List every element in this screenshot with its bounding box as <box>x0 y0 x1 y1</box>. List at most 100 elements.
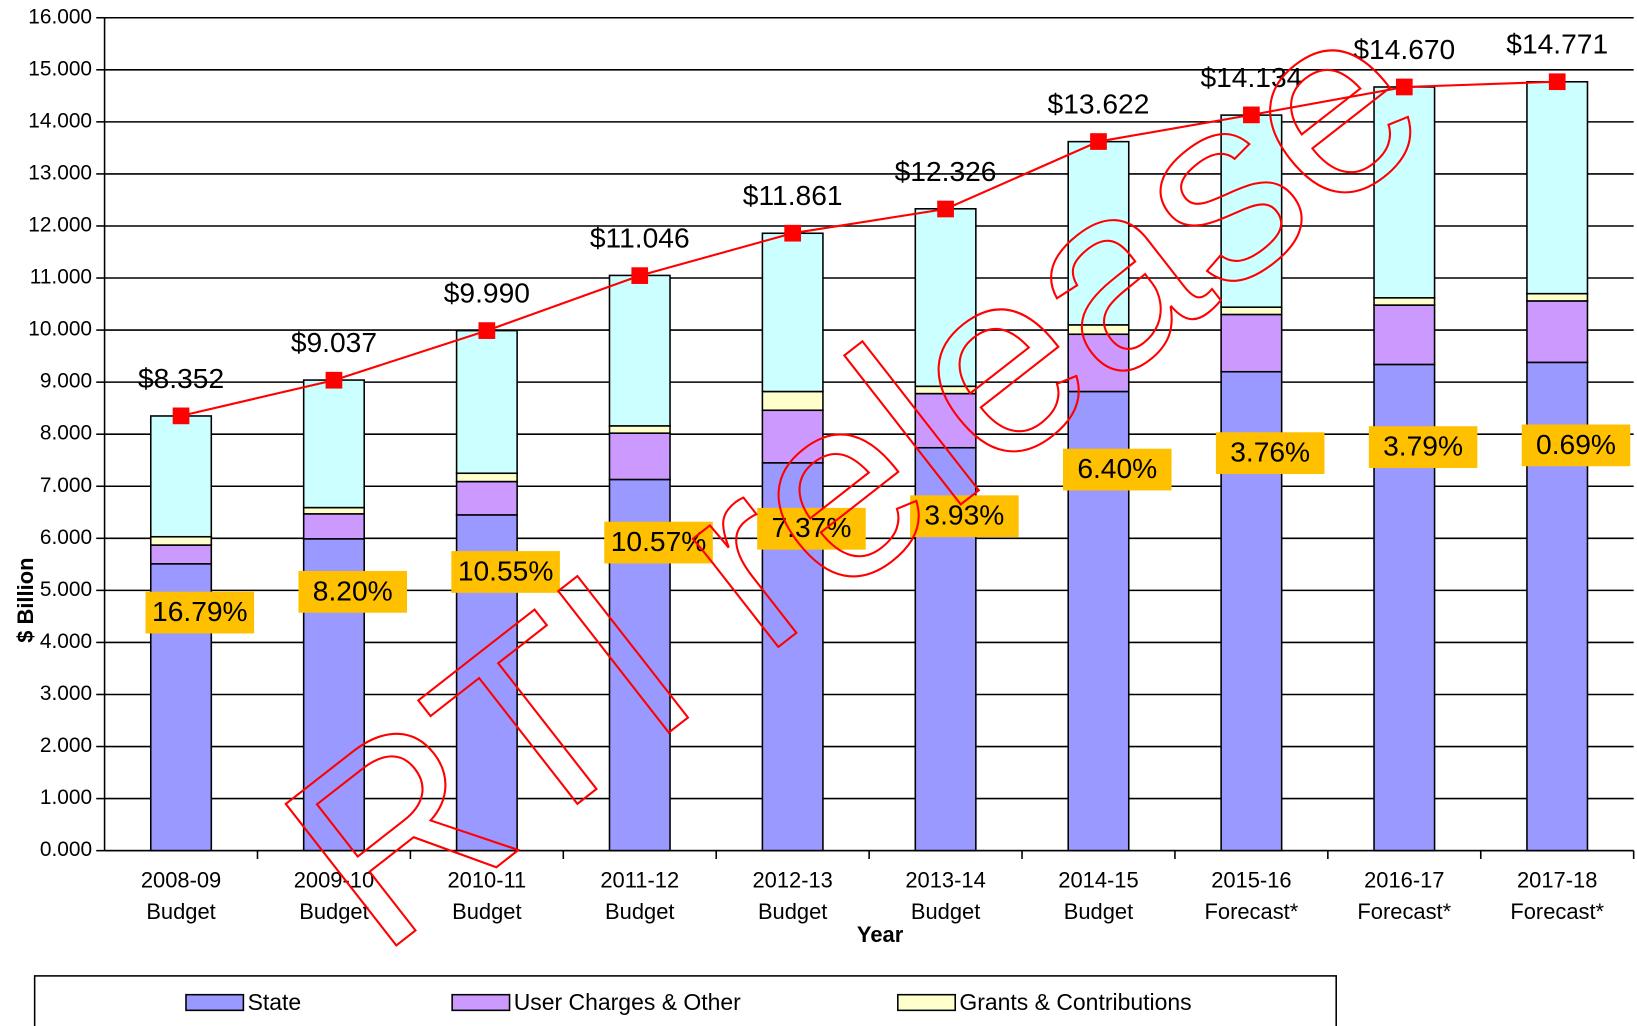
x-tick-label: 2013-14 <box>905 868 985 893</box>
y-tick-label: 2.000 <box>40 734 92 757</box>
x-tick-label: 2017-18 <box>1517 868 1597 893</box>
y-tick-label: 11.000 <box>30 266 92 289</box>
bar-segment <box>761 232 824 393</box>
bar-segment <box>455 472 518 483</box>
bar-segment <box>608 274 671 427</box>
total-marker <box>1395 78 1413 96</box>
annotation-box <box>604 521 713 564</box>
bar-segment <box>1373 86 1436 299</box>
growth-annotation: 0.69% <box>1521 424 1631 467</box>
growth-annotation: 3.76% <box>1215 432 1325 475</box>
x-tick-label: 2011-12 <box>600 868 679 893</box>
bar-segment <box>1526 300 1589 364</box>
annotation-box <box>1368 426 1478 468</box>
x-tick-label: Forecast* <box>1205 899 1299 924</box>
x-tick-label: Budget <box>758 899 827 924</box>
x-tick-label: 2014-15 <box>1058 868 1138 893</box>
y-axis-label: $ Billion <box>13 558 38 643</box>
x-tick-label: Budget <box>299 899 368 924</box>
y-tick-label: 15.000 <box>28 57 92 80</box>
total-label: $12.326 <box>895 155 997 187</box>
growth-annotation: 7.37% <box>757 507 866 550</box>
legend-swatch <box>451 993 511 1012</box>
total-marker <box>631 267 649 284</box>
total-line <box>180 80 1558 417</box>
annotation-box <box>451 551 560 593</box>
annotation-box <box>1062 448 1172 491</box>
bar-segment <box>1220 313 1283 373</box>
y-tick-label: 16.000 <box>28 5 92 28</box>
growth-annotation: 6.40% <box>1062 448 1172 491</box>
total-marker <box>784 224 802 242</box>
y-tick-label: 3.000 <box>40 682 92 705</box>
x-tick-label: 2016-17 <box>1364 868 1444 893</box>
x-tick-label: 2010-11 <box>447 868 526 893</box>
total-marker <box>325 371 343 389</box>
bar-segment <box>1220 114 1283 308</box>
bar-segment <box>1526 292 1589 302</box>
annotation-box <box>910 495 1019 538</box>
y-tick-label: 5.000 <box>40 578 92 601</box>
total-label: $14.670 <box>1353 33 1455 65</box>
annotation-label: 3.76% <box>1230 436 1310 468</box>
x-tick-label: Budget <box>146 899 215 924</box>
bar-segment <box>302 379 365 509</box>
bar-segment <box>1067 333 1130 393</box>
annotation-label: 10.57% <box>611 525 707 557</box>
x-tick-label: Budget <box>911 899 980 924</box>
growth-annotation: 3.79% <box>1368 426 1478 468</box>
x-tick-label: 2009-10 <box>294 868 374 893</box>
x-tick-label: 2008-09 <box>141 868 221 893</box>
y-tick-label: 8.000 <box>40 422 92 445</box>
bar-segment <box>302 513 365 540</box>
x-axis-label: Year <box>857 922 904 947</box>
total-marker <box>1548 73 1566 91</box>
y-tick-label: 12.000 <box>28 213 92 236</box>
total-label: $14.771 <box>1506 28 1608 60</box>
legend-label: Grants & Contributions <box>959 989 1191 1015</box>
x-tick-label: Forecast* <box>1510 899 1604 924</box>
total-label: $11.046 <box>590 222 690 254</box>
legend-box <box>33 975 1337 1026</box>
total-label: $9.990 <box>444 277 530 309</box>
bar-segment <box>1373 304 1436 366</box>
x-tick-label: 2015-16 <box>1211 868 1291 893</box>
bar-segment <box>455 329 518 475</box>
y-tick-label: 13.000 <box>28 161 92 184</box>
bar-segment <box>1526 80 1589 295</box>
annotation-label: 8.20% <box>313 574 393 606</box>
y-tick-label: 14.000 <box>28 109 92 132</box>
total-label: $11.861 <box>743 179 843 211</box>
y-tick-label: 1.000 <box>40 786 92 809</box>
annotation-box <box>1521 424 1631 467</box>
bar-segment <box>149 415 213 538</box>
x-tick-label: Budget <box>605 899 674 924</box>
annotation-box <box>145 591 255 634</box>
total-marker <box>1090 133 1107 150</box>
total-marker <box>937 200 954 218</box>
y-tick-label: 7.000 <box>40 474 92 497</box>
growth-annotation: 3.93% <box>910 495 1019 538</box>
legend-swatch <box>185 993 245 1012</box>
growth-annotation: 10.55% <box>451 551 560 593</box>
total-label: $8.352 <box>138 362 224 394</box>
bar-segment <box>1067 140 1130 326</box>
growth-annotation: 8.20% <box>298 570 408 613</box>
growth-annotation: 16.79% <box>145 591 255 634</box>
bar-segment <box>302 506 365 515</box>
growth-annotation: 10.57% <box>604 521 713 564</box>
x-tick-label: 2012-13 <box>752 868 832 893</box>
total-marker <box>172 407 190 425</box>
annotation-box <box>757 507 866 550</box>
legend-label: User Charges & Other <box>514 989 741 1015</box>
bar-segment <box>608 432 671 481</box>
total-label: $13.622 <box>1048 87 1150 119</box>
annotation-label: 16.79% <box>152 595 248 627</box>
x-tick-label: Budget <box>1064 899 1133 924</box>
y-tick-label: 6.000 <box>40 526 92 549</box>
annotation-box <box>298 570 408 613</box>
total-marker <box>1243 106 1260 124</box>
legend-swatch <box>897 993 957 1012</box>
annotation-label: 0.69% <box>1536 428 1616 460</box>
